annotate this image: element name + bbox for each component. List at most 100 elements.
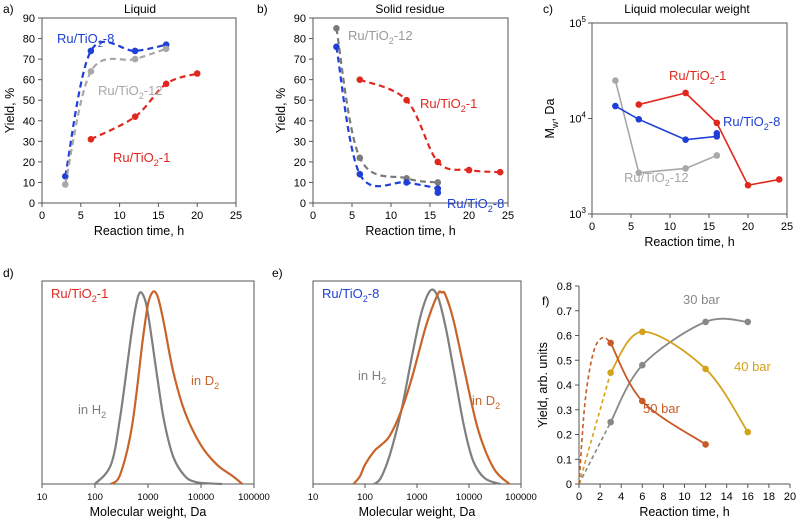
distribution-curve bbox=[94, 291, 223, 486]
data-point bbox=[682, 165, 689, 172]
x-tick-label: 0 bbox=[310, 210, 316, 222]
data-point bbox=[356, 170, 364, 178]
chart-title: Solid residue bbox=[375, 2, 445, 16]
series-d-0 bbox=[94, 291, 223, 486]
x-tick-label: 20 bbox=[463, 210, 475, 222]
y-axis-label: Yield, % bbox=[3, 88, 17, 133]
extrapolated-line bbox=[578, 421, 612, 485]
data-point bbox=[635, 101, 643, 108]
series-a-2 bbox=[87, 70, 201, 143]
series-label: Ru/TiO2-12 bbox=[624, 170, 689, 188]
x-tick-label: 8 bbox=[660, 491, 666, 503]
series-d-1 bbox=[110, 290, 243, 485]
data-point bbox=[333, 24, 340, 32]
panel-label: f) bbox=[542, 294, 549, 308]
y-tick-label: 103 bbox=[569, 206, 586, 221]
x-tick-label: 10000 bbox=[188, 492, 214, 503]
series-c-0 bbox=[612, 77, 721, 177]
series-label: Ru/TiO2-8 bbox=[57, 31, 114, 49]
y-tick-label: 90 bbox=[23, 13, 35, 25]
y-tick-label: 10 bbox=[23, 177, 35, 189]
data-point bbox=[434, 158, 442, 166]
y-tick-label: 0.6 bbox=[557, 331, 572, 343]
series-label: Ru/TiO2-1 bbox=[420, 96, 477, 114]
series-line bbox=[90, 72, 198, 141]
x-axis-label: Reaction time, h bbox=[639, 505, 729, 519]
y-tick-label: 70 bbox=[294, 54, 306, 66]
panel-label: b) bbox=[257, 2, 268, 16]
data-point bbox=[713, 119, 721, 127]
series-line bbox=[64, 47, 167, 185]
series-line bbox=[609, 330, 749, 433]
data-point bbox=[713, 129, 721, 137]
y-tick-label: 105 bbox=[569, 15, 586, 30]
series-line bbox=[614, 80, 718, 174]
series-f-1 bbox=[578, 328, 752, 485]
y-tick-label: 0 bbox=[300, 198, 306, 210]
x-tick-label: 4 bbox=[618, 491, 624, 503]
axes-frame bbox=[312, 17, 509, 204]
x-tick-label: 14 bbox=[721, 491, 733, 503]
x-tick-label: 2 bbox=[597, 491, 603, 503]
y-axis-label: Yield, arb. units bbox=[536, 342, 550, 428]
x-tick-label: 15 bbox=[152, 210, 164, 222]
y-tick-label: 60 bbox=[23, 75, 35, 87]
series-label: 50 bar bbox=[643, 401, 681, 416]
series-f-2 bbox=[578, 336, 709, 485]
series-line bbox=[609, 317, 748, 423]
x-tick-label: 0 bbox=[39, 210, 45, 222]
x-tick-label: 10 bbox=[37, 492, 48, 503]
x-tick-label: 100000 bbox=[505, 492, 537, 503]
series-label: in H2 bbox=[358, 368, 386, 386]
x-tick-label: 5 bbox=[628, 221, 634, 233]
y-tick-label: 104 bbox=[569, 111, 586, 126]
data-point bbox=[702, 365, 709, 373]
y-tick-label: 0.8 bbox=[557, 281, 572, 293]
y-tick-label: 0.2 bbox=[557, 430, 572, 442]
x-tick-label: 18 bbox=[763, 491, 775, 503]
x-tick-label: 1000 bbox=[137, 492, 158, 503]
data-point bbox=[356, 154, 364, 162]
series-line bbox=[64, 40, 167, 177]
x-tick-label: 100 bbox=[357, 492, 373, 503]
axes-frame bbox=[312, 280, 522, 485]
x-tick-label: 20 bbox=[191, 210, 203, 222]
chart-title: Liquid bbox=[124, 2, 156, 16]
data-point bbox=[87, 68, 95, 75]
series-b-2 bbox=[356, 76, 504, 176]
series-c-2 bbox=[635, 89, 783, 189]
y-tick-label: 70 bbox=[23, 54, 35, 66]
x-tick-label: 20 bbox=[742, 221, 754, 233]
series-label: Ru/TiO2-8 bbox=[447, 196, 504, 214]
y-tick-label: 0.1 bbox=[557, 454, 572, 466]
x-tick-label: 12 bbox=[699, 491, 711, 503]
x-tick-label: 25 bbox=[230, 210, 242, 222]
distribution-curve bbox=[110, 290, 243, 485]
data-point bbox=[496, 168, 504, 176]
x-tick-label: 10 bbox=[664, 221, 676, 233]
data-point bbox=[682, 89, 689, 97]
x-tick-label: 10000 bbox=[456, 492, 482, 503]
series-label: Ru/TiO2-1 bbox=[669, 68, 726, 86]
data-point bbox=[702, 441, 709, 448]
catalyst-label: Ru/TiO2-1 bbox=[51, 286, 108, 304]
x-tick-label: 25 bbox=[781, 221, 793, 233]
x-axis-label: Reaction time, h bbox=[365, 224, 455, 238]
series-label: Ru/TiO2-12 bbox=[98, 83, 163, 101]
series-label: Ru/TiO2-1 bbox=[113, 150, 170, 168]
y-axis-label: Yield, % bbox=[274, 88, 288, 133]
y-tick-label: 0.7 bbox=[557, 306, 572, 318]
x-tick-label: 100000 bbox=[238, 492, 270, 503]
series-label: in H2 bbox=[78, 402, 106, 420]
data-point bbox=[131, 113, 139, 120]
data-point bbox=[434, 189, 442, 197]
x-tick-label: 5 bbox=[78, 210, 84, 222]
data-point bbox=[702, 318, 709, 326]
data-point bbox=[162, 45, 170, 53]
y-tick-label: 40 bbox=[294, 116, 306, 128]
series-b-1 bbox=[333, 43, 442, 197]
x-axis-label: Reaction time, h bbox=[94, 224, 184, 238]
y-tick-label: 0 bbox=[29, 198, 35, 210]
chart-title: Liquid molecular weight bbox=[624, 2, 750, 16]
